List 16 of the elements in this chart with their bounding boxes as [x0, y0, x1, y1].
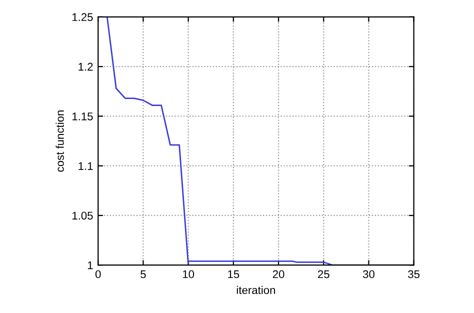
- x-axis-title: iteration: [236, 286, 276, 294]
- x-tick-label: 30: [362, 270, 374, 278]
- y-tick-label: 1.05: [72, 212, 93, 220]
- x-tick-label: 25: [318, 270, 330, 278]
- y-tick-label: 1.2: [78, 62, 93, 71]
- y-tick-label: 1.15: [72, 112, 93, 120]
- x-tick-label: 10: [182, 270, 194, 278]
- y-tick-label: 1: [88, 261, 93, 270]
- x-tick-label: 35: [408, 270, 420, 278]
- x-tick-label: 0: [95, 270, 101, 278]
- x-tick-label: 5: [140, 270, 146, 278]
- x-tick-label: 20: [272, 270, 284, 278]
- x-tick-label: 15: [228, 270, 240, 278]
- y-axis-title: cost function: [56, 110, 64, 172]
- y-tick-label: 1.25: [72, 13, 93, 22]
- y-tick-label: 1.1: [78, 162, 93, 170]
